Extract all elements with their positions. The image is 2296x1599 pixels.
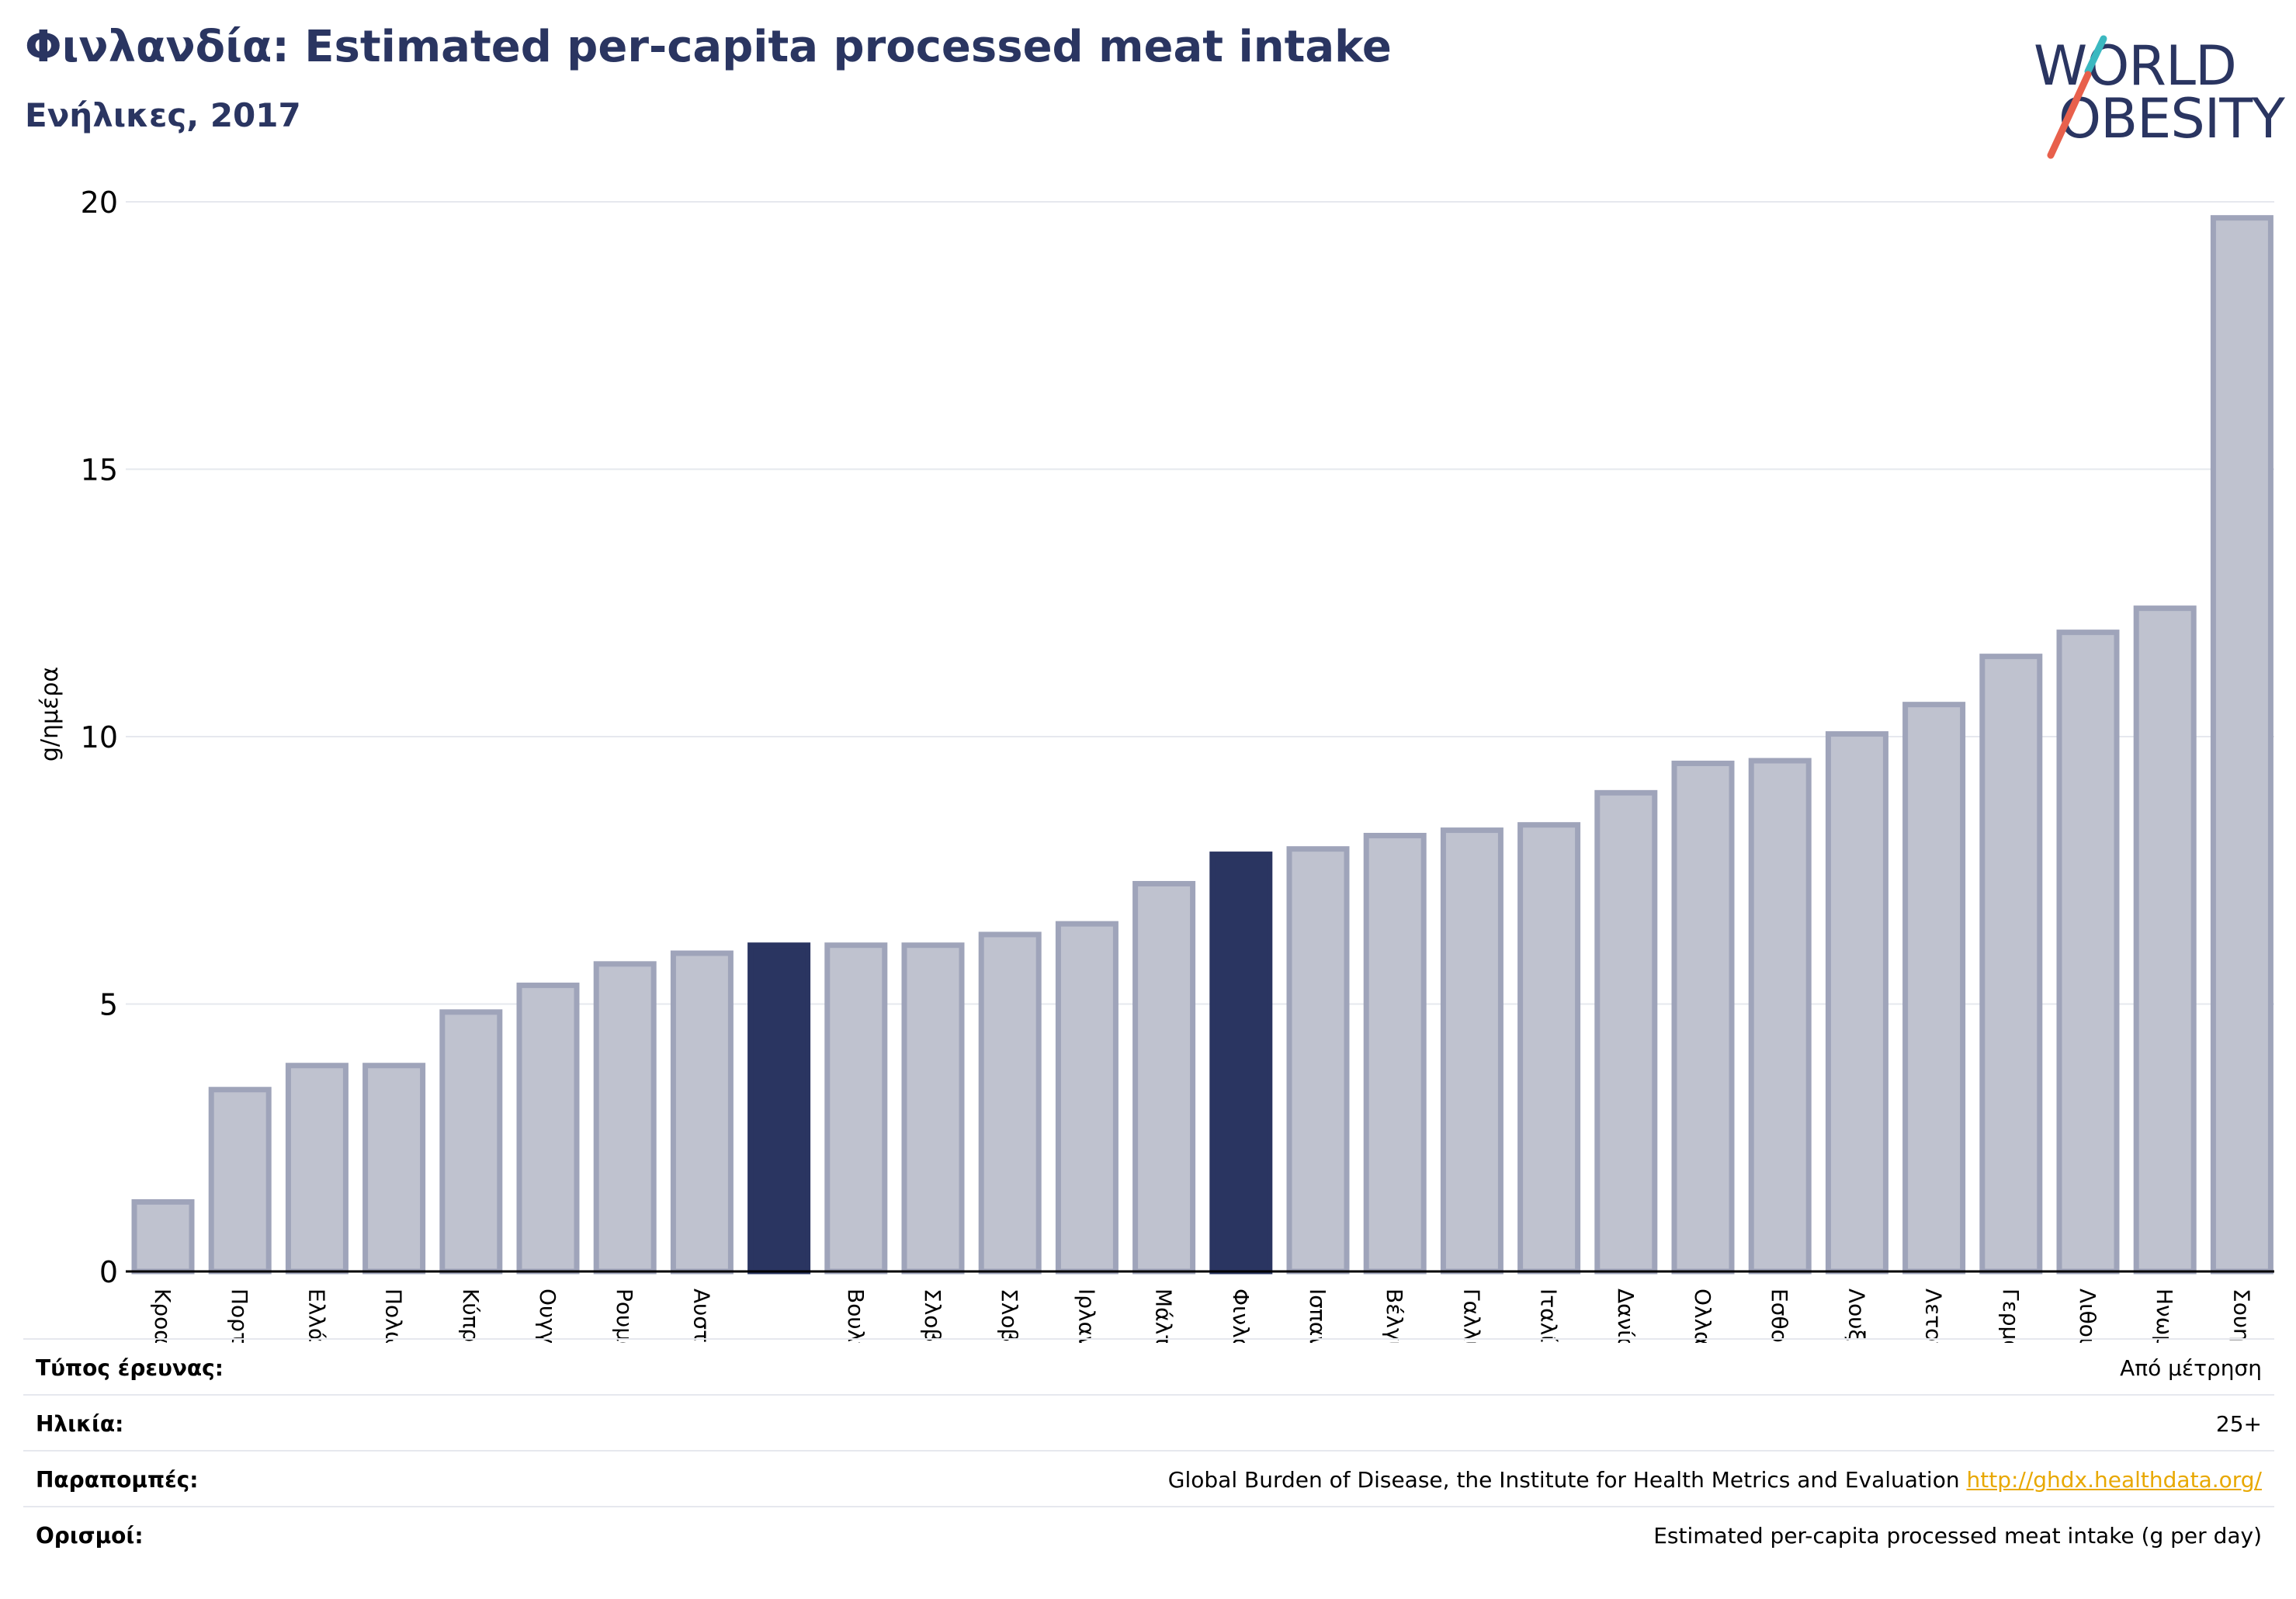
- bar: [2133, 605, 2197, 1275]
- y-tick-label: 20: [81, 186, 118, 220]
- x-tick-label: Λουξεμβούργο: [1843, 1289, 1869, 1343]
- x-tick-label: Φινλανδία: [1228, 1289, 1254, 1343]
- bar: [1440, 827, 1503, 1275]
- bar: [1594, 789, 1658, 1275]
- logo-line-2: OBESITY: [2058, 87, 2285, 151]
- y-tick-label: 10: [81, 720, 118, 754]
- bar: [1825, 731, 1888, 1275]
- world-obesity-logo: WORLD OBESITY: [2018, 23, 2285, 163]
- bar: [1286, 846, 1350, 1275]
- bar: [1748, 758, 1812, 1275]
- bar: [747, 942, 811, 1275]
- y-tick-label: 15: [81, 453, 118, 487]
- x-tick-label: Ρουμανία: [612, 1289, 637, 1343]
- x-tick-label: Ελλάδα: [303, 1289, 329, 1343]
- y-axis-label: g/ημέρα: [36, 667, 64, 761]
- y-tick-label: 0: [99, 1255, 118, 1289]
- x-tick-label: Λετονία: [1921, 1289, 1947, 1343]
- x-tick-label: Λιθουανία: [2075, 1289, 2100, 1343]
- bar: [824, 942, 888, 1275]
- x-tick-label: Κροατία: [150, 1289, 175, 1343]
- info-row-value: Estimated per-capita processed meat inta…: [1653, 1523, 2262, 1549]
- bar: [2210, 215, 2273, 1275]
- bar: [208, 1087, 272, 1275]
- info-row: Ηλικία: 25+: [23, 1394, 2274, 1450]
- x-tick-label: Κύπρος: [458, 1289, 484, 1343]
- x-tick-label: Ιρλανδία: [1073, 1289, 1099, 1343]
- logo-line-1: WORLD: [2034, 34, 2237, 98]
- x-tick-label: Εσθονία: [1767, 1289, 1792, 1343]
- info-row-value-text: Estimated per-capita processed meat inta…: [1653, 1523, 2262, 1549]
- bar: [1132, 880, 1196, 1275]
- x-tick-label: Δανία: [1613, 1289, 1639, 1343]
- x-tick-label: Ηνωμένο Βασίλειο: [2152, 1289, 2177, 1343]
- x-tick-label: Ολλανδία: [1690, 1289, 1715, 1343]
- bar: [2056, 630, 2120, 1275]
- chart-subtitle: Ενήλικες, 2017: [25, 96, 301, 134]
- info-row-value-text: Global Burden of Disease, the Institute …: [1167, 1467, 1960, 1493]
- info-row-value-text: Από μέτρηση: [2120, 1355, 2262, 1381]
- bar: [1902, 702, 1966, 1275]
- x-tick-label: Ουγγαρία: [535, 1289, 560, 1343]
- info-row-value-text: 25+: [2215, 1411, 2262, 1437]
- bar: [1363, 832, 1427, 1275]
- x-tick-label: Σουηδία: [2228, 1289, 2254, 1343]
- bar: [901, 942, 965, 1275]
- x-tick-label: Βουλγαρία: [843, 1289, 869, 1343]
- bar: [1209, 852, 1273, 1275]
- x-tick-label: Σλοβακία: [920, 1289, 945, 1343]
- x-tick-label: Ισπανία: [1305, 1289, 1330, 1343]
- x-tick-label: Σλοβενία: [997, 1289, 1022, 1343]
- bar: [285, 1063, 349, 1275]
- x-tick-label: Βέλγιο: [1382, 1289, 1407, 1343]
- info-row-label: Τύπος έρευνας:: [36, 1355, 224, 1381]
- bar: [593, 961, 657, 1275]
- info-row-value: Global Burden of Disease, the Institute …: [1168, 1467, 2262, 1493]
- bar: [1517, 822, 1581, 1275]
- x-tick-label: Μάλτα: [1151, 1289, 1177, 1343]
- bar: [1671, 760, 1735, 1275]
- x-tick-label: Γερμανία: [1998, 1289, 2024, 1343]
- info-row-value: Από μέτρηση: [2120, 1355, 2262, 1381]
- bar-chart: 0 5 10 15 20 g/ημέρα Κροατία Πορτογαλία Ελλάδα Πο…: [36, 186, 2274, 1343]
- x-tick-label: Γαλλία: [1458, 1289, 1484, 1343]
- x-tick-label: Αυστρία: [688, 1289, 714, 1343]
- info-row-label: Ορισμοί:: [36, 1523, 144, 1549]
- bar: [362, 1063, 426, 1275]
- x-tick-label: Ιταλία: [1536, 1289, 1562, 1343]
- x-tick-label: Πορτογαλία: [227, 1289, 252, 1343]
- bar: [1055, 921, 1119, 1275]
- info-row: Ορισμοί: Estimated per-capita processed m…: [23, 1506, 2274, 1562]
- bar: [670, 950, 734, 1275]
- y-tick-label: 5: [99, 988, 118, 1022]
- source-link[interactable]: http://ghdx.healthdata.org/: [1966, 1467, 2262, 1493]
- x-tick-label: Πολωνία: [381, 1289, 407, 1343]
- info-row-value: 25+: [2216, 1411, 2262, 1437]
- bar: [439, 1009, 503, 1275]
- info-row: Παραπομπές: Global Burden of Disease, the…: [23, 1450, 2274, 1506]
- bar: [516, 982, 580, 1275]
- bar: [978, 931, 1042, 1275]
- chart-title: Φινλανδία: Estimated per-capita processe…: [25, 22, 1392, 72]
- logo-slash-icon: [2047, 35, 2107, 159]
- bar: [1979, 654, 2043, 1275]
- bar: [131, 1198, 195, 1275]
- info-row-label: Παραπομπές:: [36, 1467, 199, 1493]
- info-row: Τύπος έρευνας: Από μέτρηση: [23, 1338, 2274, 1394]
- info-row-label: Ηλικία:: [36, 1411, 124, 1437]
